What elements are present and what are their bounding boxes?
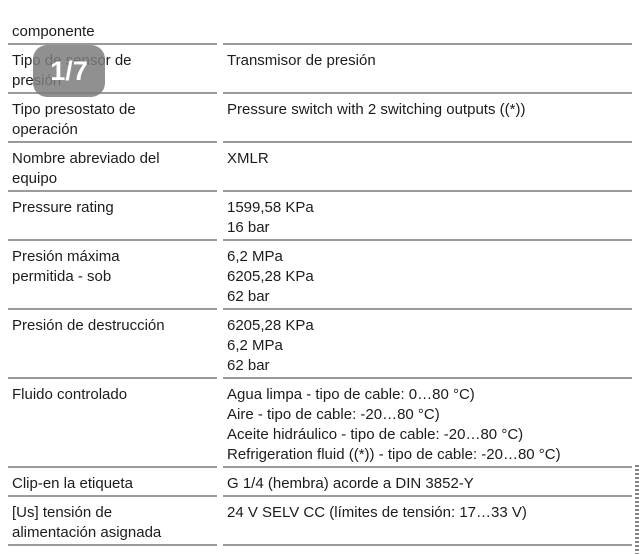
spec-row: Clip-en la etiqueta G 1/4 (hembra) acord… xyxy=(8,468,632,497)
spec-value: G 1/4 (hembra) acorde a DIN 3852-Y xyxy=(223,468,632,497)
spec-label: Clip-en la etiqueta xyxy=(8,468,217,497)
spec-table: componente Tipo de sensor de presión Tra… xyxy=(8,0,632,546)
spec-label: Pressure rating xyxy=(8,192,217,241)
spec-row: [Us] tensión de alimentación asignada 24… xyxy=(8,497,632,546)
page-indicator-badge: 1/7 xyxy=(33,45,105,97)
spec-label: Presión máxima permitida - sob xyxy=(8,241,217,310)
spec-row: Nombre abreviado del equipo XMLR xyxy=(8,143,632,192)
spec-row: Tipo presostato de operación Pressure sw… xyxy=(8,94,632,143)
spec-row: Pressure rating 1599,58 KPa 16 bar xyxy=(8,192,632,241)
spec-row: Presión máxima permitida - sob 6,2 MPa 6… xyxy=(8,241,632,310)
spec-label-partial: componente xyxy=(8,0,217,45)
spec-value-partial xyxy=(223,0,632,45)
spec-row-partial: componente xyxy=(8,0,632,45)
spec-row: Fluido controlado Agua limpa - tipo de c… xyxy=(8,379,632,468)
spec-label: Presión de destrucción xyxy=(8,310,217,379)
spec-row: Presión de destrucción 6205,28 KPa 6,2 M… xyxy=(8,310,632,379)
spec-label: Fluido controlado xyxy=(8,379,217,468)
spec-rows: Tipo de sensor de presión Transmisor de … xyxy=(8,45,632,546)
spec-value: Agua limpa - tipo de cable: 0…80 °C) Air… xyxy=(223,379,632,468)
right-margin-fine-print xyxy=(635,465,639,554)
page-indicator-label: 1/7 xyxy=(50,56,88,86)
spec-value: 6205,28 KPa 6,2 MPa 62 bar xyxy=(223,310,632,379)
spec-value: XMLR xyxy=(223,143,632,192)
spec-label: Nombre abreviado del equipo xyxy=(8,143,217,192)
spec-value: 24 V SELV CC (límites de tensión: 17…33 … xyxy=(223,497,632,546)
spec-value: 1599,58 KPa 16 bar xyxy=(223,192,632,241)
spec-value: 6,2 MPa 6205,28 KPa 62 bar xyxy=(223,241,632,310)
spec-label: [Us] tensión de alimentación asignada xyxy=(8,497,217,546)
spec-value: Pressure switch with 2 switching outputs… xyxy=(223,94,632,143)
spec-value: Transmisor de presión xyxy=(223,45,632,94)
spec-label: Tipo presostato de operación xyxy=(8,94,217,143)
